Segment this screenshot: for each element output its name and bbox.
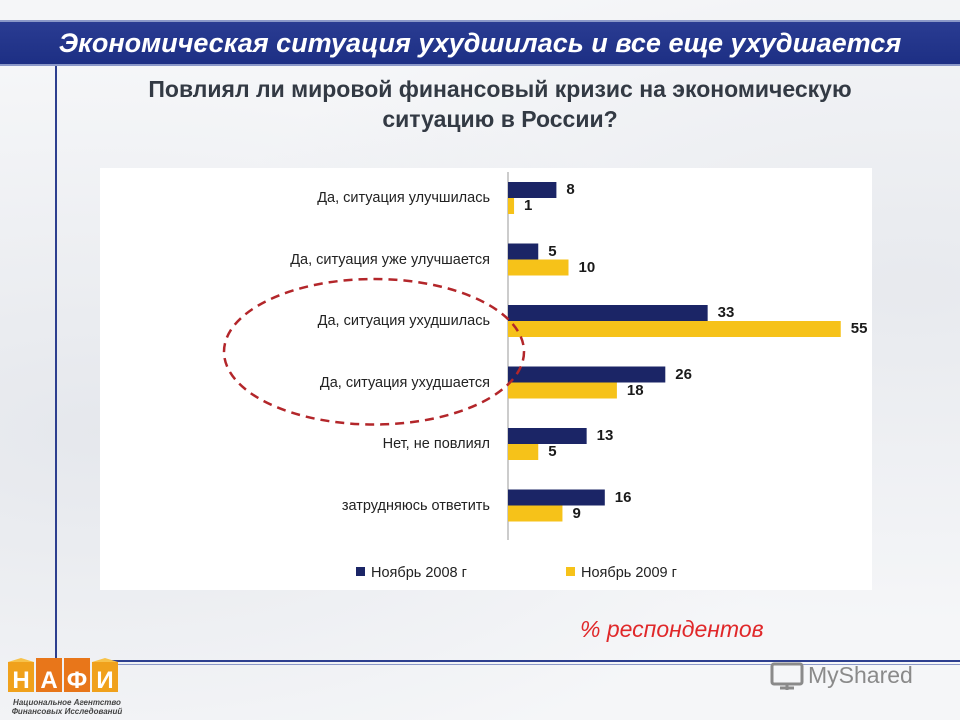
data-label-2009-1: 10 [578,258,596,276]
data-label-2009-2: 55 [850,320,868,337]
category-label-0: Да, ситуация улучшилась [317,190,490,206]
bar-2008-0 [508,182,557,198]
bar-2008-5 [508,489,605,506]
data-label-2009-4: 5 [548,443,557,460]
data-label-2008-4: 13 [596,427,614,444]
bar-2008-3 [508,366,666,383]
watermark-text: MyShared [808,662,913,688]
question-line-1: Повлиял ли мировой финансовый кризис на … [148,76,852,102]
data-label-2008-1: 5 [548,242,557,260]
data-label-2009-0: 1 [524,197,533,214]
data-label-2008-5: 16 [614,488,632,506]
legend-swatch-2009 [566,567,575,576]
chart-panel [100,168,872,590]
question-heading: Повлиял ли мировой финансовый кризис на … [60,74,940,134]
data-label-2008-2: 33 [717,304,735,321]
logo-caption-line-2: Финансовых Исследований [11,707,123,716]
legend-item-2009: Ноябрь 2009 г [566,563,677,583]
question-line-2: ситуацию в России? [382,106,618,132]
left-divider [55,64,57,664]
legend-swatch-2008 [356,567,365,576]
bar-chart [507,172,841,540]
bar-2009-1 [508,259,569,276]
logo-caption-line-1: Национальное Агентство [13,698,121,707]
nafi-logo: Н А Ф И [8,658,118,694]
category-label-3: Да, ситуация ухудшается [319,374,490,391]
legend: Ноябрь 2008 г Ноябрь 2009 г [0,563,960,583]
legend-item-2008: Ноябрь 2008 г [356,563,467,583]
bottom-divider [100,660,960,662]
logo-letter-1: Н [12,667,29,694]
legend-label-2009: Ноябрь 2009 г [581,565,677,581]
bar-2008-2 [508,305,708,321]
bar-2009-4 [508,444,539,460]
data-label-2009-5: 9 [572,504,581,522]
logo-letter-4: И [96,667,113,694]
slide-title: Экономическая ситуация ухудшилась и все … [58,28,902,58]
data-label-2008-3: 26 [675,365,692,383]
highlight-ellipse [222,277,526,426]
category-label-2: Да, ситуация ухудшилась [317,313,490,329]
presentation-icon [770,662,804,690]
bar-2008-1 [508,243,539,260]
respondents-note: % респондентов [580,616,764,642]
data-label-2009-3: 18 [626,381,644,399]
category-label-4: Нет, не повлиял [382,436,490,452]
title-bar: Экономическая ситуация ухудшилась и все … [0,20,960,66]
bottom-divider-thin [100,664,960,665]
bar-2009-5 [508,505,563,522]
logo-letter-2: А [40,667,57,694]
category-label-5: затрудняюсь ответить [341,497,490,514]
bar-2009-3 [508,382,617,399]
bar-2009-2 [508,321,841,337]
bar-2009-0 [508,198,515,214]
logo-letter-3: Ф [67,667,87,694]
logo-caption: Национальное Агентство Финансовых Исслед… [8,698,126,716]
bar-2008-4 [508,428,587,444]
data-label-2008-0: 8 [566,181,575,198]
legend-label-2008: Ноябрь 2008 г [371,565,467,581]
category-label-1: Да, ситуация уже улучшается [290,251,490,268]
